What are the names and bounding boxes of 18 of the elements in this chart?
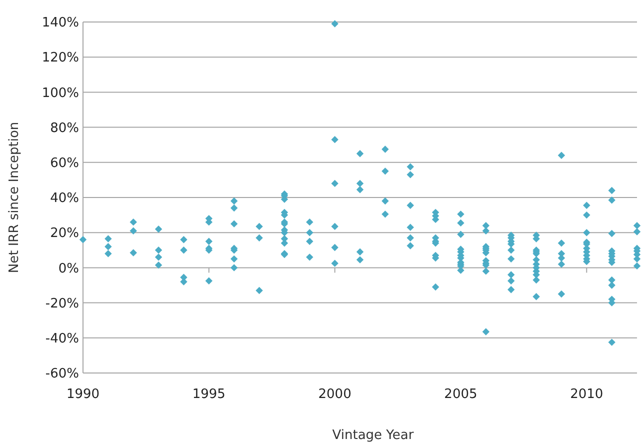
y-tick-label: -40%	[45, 331, 79, 346]
y-axis-title: Net IRR since Inception	[7, 122, 22, 274]
x-tick-label: 1990	[66, 387, 100, 402]
x-tick-label: 1995	[192, 387, 226, 402]
x-tick-label: 2010	[570, 387, 604, 402]
x-axis-title: Vintage Year	[332, 428, 414, 443]
y-tick-label: 0%	[58, 261, 79, 276]
y-tick-label: 140%	[42, 16, 79, 31]
y-tick-label: -20%	[45, 296, 79, 312]
y-tick-label: 20%	[50, 226, 79, 242]
y-tick-label: 60%	[50, 156, 79, 171]
y-tick-label: -60%	[45, 366, 79, 382]
y-tick-label: 120%	[42, 50, 79, 66]
y-tick-label: 100%	[42, 86, 79, 101]
x-tick-label: 2005	[444, 387, 478, 402]
y-tick-label: 40%	[50, 191, 79, 206]
y-tick-label: 80%	[50, 120, 79, 136]
x-tick-label: 2000	[318, 387, 352, 402]
